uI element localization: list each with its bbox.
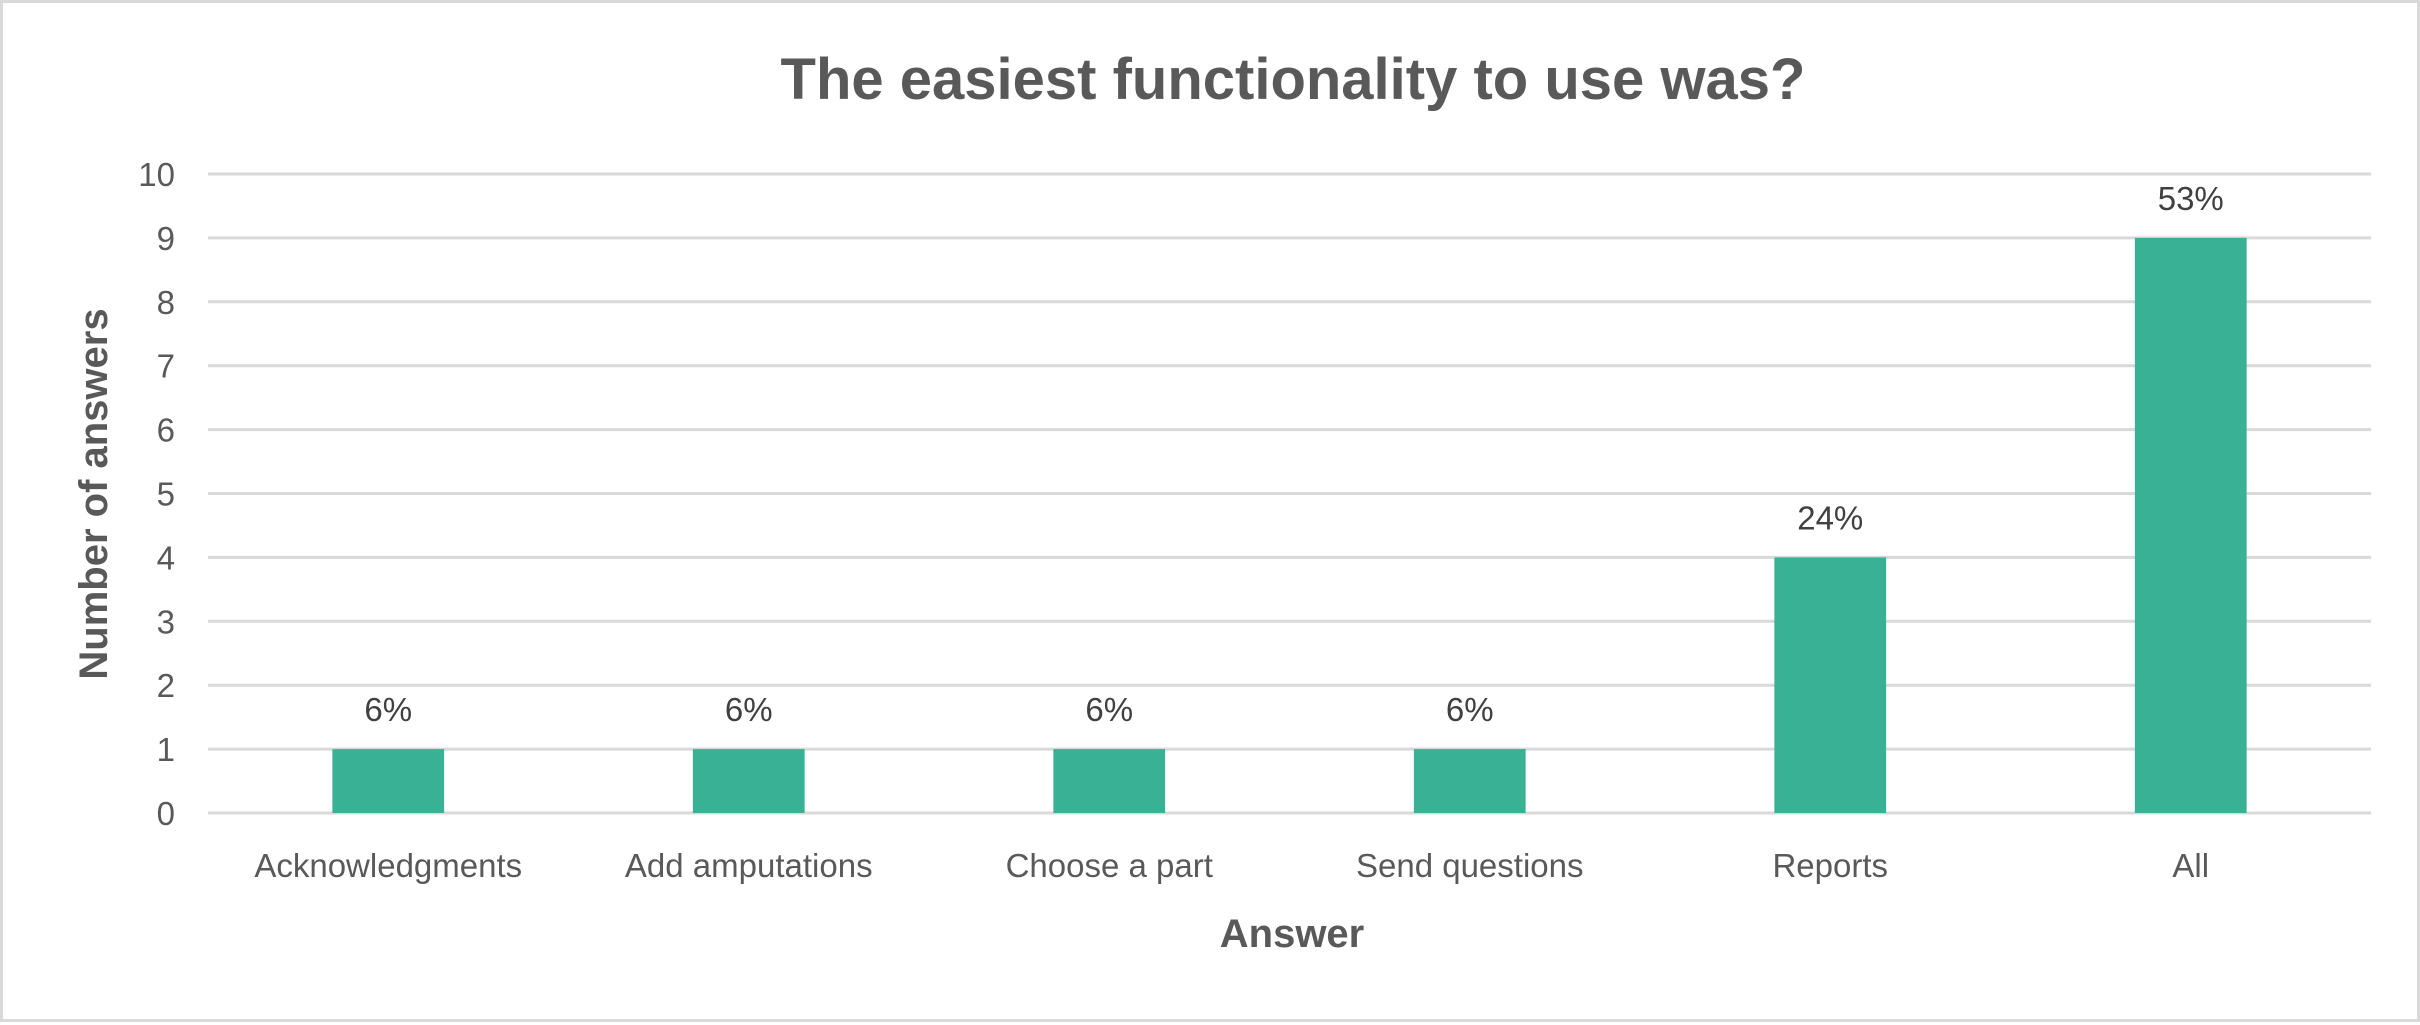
x-tick-label: Add amputations — [625, 847, 873, 884]
x-tick-label: Reports — [1772, 847, 1888, 884]
data-labels: 6% 6% 6% 6% 24% 53% — [364, 180, 2223, 728]
bars — [332, 237, 2247, 813]
bar — [1774, 557, 1887, 813]
y-tick-label: 2 — [157, 667, 175, 704]
data-label: 6% — [1446, 691, 1494, 728]
y-tick-label: 10 — [138, 156, 175, 193]
y-tick-label: 4 — [157, 539, 175, 576]
bar-chart: The easiest functionality to use was? 0 1… — [72, 47, 2371, 956]
y-tick-label: 6 — [157, 412, 175, 449]
data-label: 6% — [1085, 691, 1133, 728]
data-label: 6% — [725, 691, 773, 728]
y-tick-label: 9 — [157, 220, 175, 257]
x-tick-label: Choose a part — [1006, 847, 1213, 884]
bar — [332, 749, 445, 813]
bar — [692, 749, 805, 813]
y-tick-label: 7 — [157, 348, 175, 385]
bar — [2134, 237, 2247, 813]
x-axis-ticks: Acknowledgments Add amputations Choose a p… — [254, 847, 2209, 884]
x-tick-label: All — [2172, 847, 2209, 884]
y-tick-label: 0 — [157, 795, 175, 832]
data-label: 53% — [2158, 180, 2224, 217]
chart-title: The easiest functionality to use was? — [781, 47, 1806, 112]
gridlines — [208, 172, 2371, 815]
y-axis-ticks: 0 1 2 3 4 5 6 7 8 9 10 — [138, 156, 175, 832]
x-axis-title: Answer — [1220, 912, 1365, 956]
y-axis-title: Number of answers — [72, 308, 116, 679]
y-tick-label: 8 — [157, 284, 175, 321]
y-tick-label: 3 — [157, 603, 175, 640]
y-tick-label: 5 — [157, 476, 175, 513]
x-tick-label: Send questions — [1356, 847, 1584, 884]
data-label: 6% — [364, 691, 412, 728]
bar — [1413, 749, 1526, 813]
x-tick-label: Acknowledgments — [254, 847, 522, 884]
y-tick-label: 1 — [157, 731, 175, 768]
data-label: 24% — [1797, 499, 1863, 536]
bar — [1053, 749, 1166, 813]
